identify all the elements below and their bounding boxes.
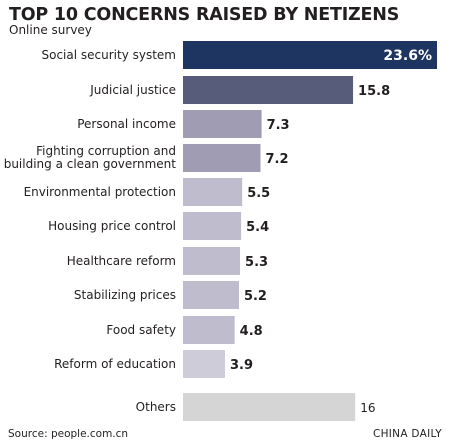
- bar: [183, 350, 225, 378]
- value-label: 5.5: [247, 186, 270, 201]
- category-label: Reform of education: [54, 357, 176, 371]
- bar: [183, 178, 243, 206]
- category-label: Others: [136, 400, 176, 414]
- value-label: 5.3: [245, 255, 268, 270]
- value-label: 4.8: [240, 324, 263, 339]
- bar: [183, 41, 437, 69]
- value-label: 5.2: [244, 289, 267, 304]
- value-label: 3.9: [230, 358, 253, 373]
- category-label: Housing price control: [48, 219, 176, 233]
- category-label: Environmental protection: [24, 185, 176, 199]
- category-label: Food safety: [106, 323, 176, 337]
- source-note: Source: people.com.cn: [8, 428, 129, 440]
- category-label: Healthcare reform: [67, 254, 176, 268]
- value-label: 7.2: [265, 152, 288, 167]
- category-label: Fighting corruption and building a clean …: [4, 144, 177, 171]
- publisher-credit: CHINA DAILY: [372, 428, 442, 440]
- value-label: 23.6%: [383, 48, 432, 64]
- category-label: Social security system: [41, 48, 176, 62]
- bar: [183, 281, 239, 309]
- bar: [183, 316, 235, 344]
- value-label: 16: [360, 401, 375, 415]
- bar-others: [183, 393, 356, 421]
- chart-title: TOP 10 CONCERNS RAISED BY NETIZENS: [9, 5, 400, 25]
- bar: [183, 212, 242, 240]
- bar: [183, 144, 261, 172]
- bar: [183, 76, 354, 104]
- value-label: 5.4: [246, 220, 269, 235]
- chart-subtitle: Online survey: [9, 23, 92, 37]
- value-label: 7.3: [267, 118, 290, 133]
- value-label: 15.8: [358, 84, 390, 99]
- category-label: Personal income: [77, 117, 176, 131]
- bar: [183, 247, 241, 275]
- category-label: Stabilizing prices: [74, 288, 176, 302]
- bar: [183, 110, 262, 138]
- category-label: Judicial justice: [89, 83, 176, 97]
